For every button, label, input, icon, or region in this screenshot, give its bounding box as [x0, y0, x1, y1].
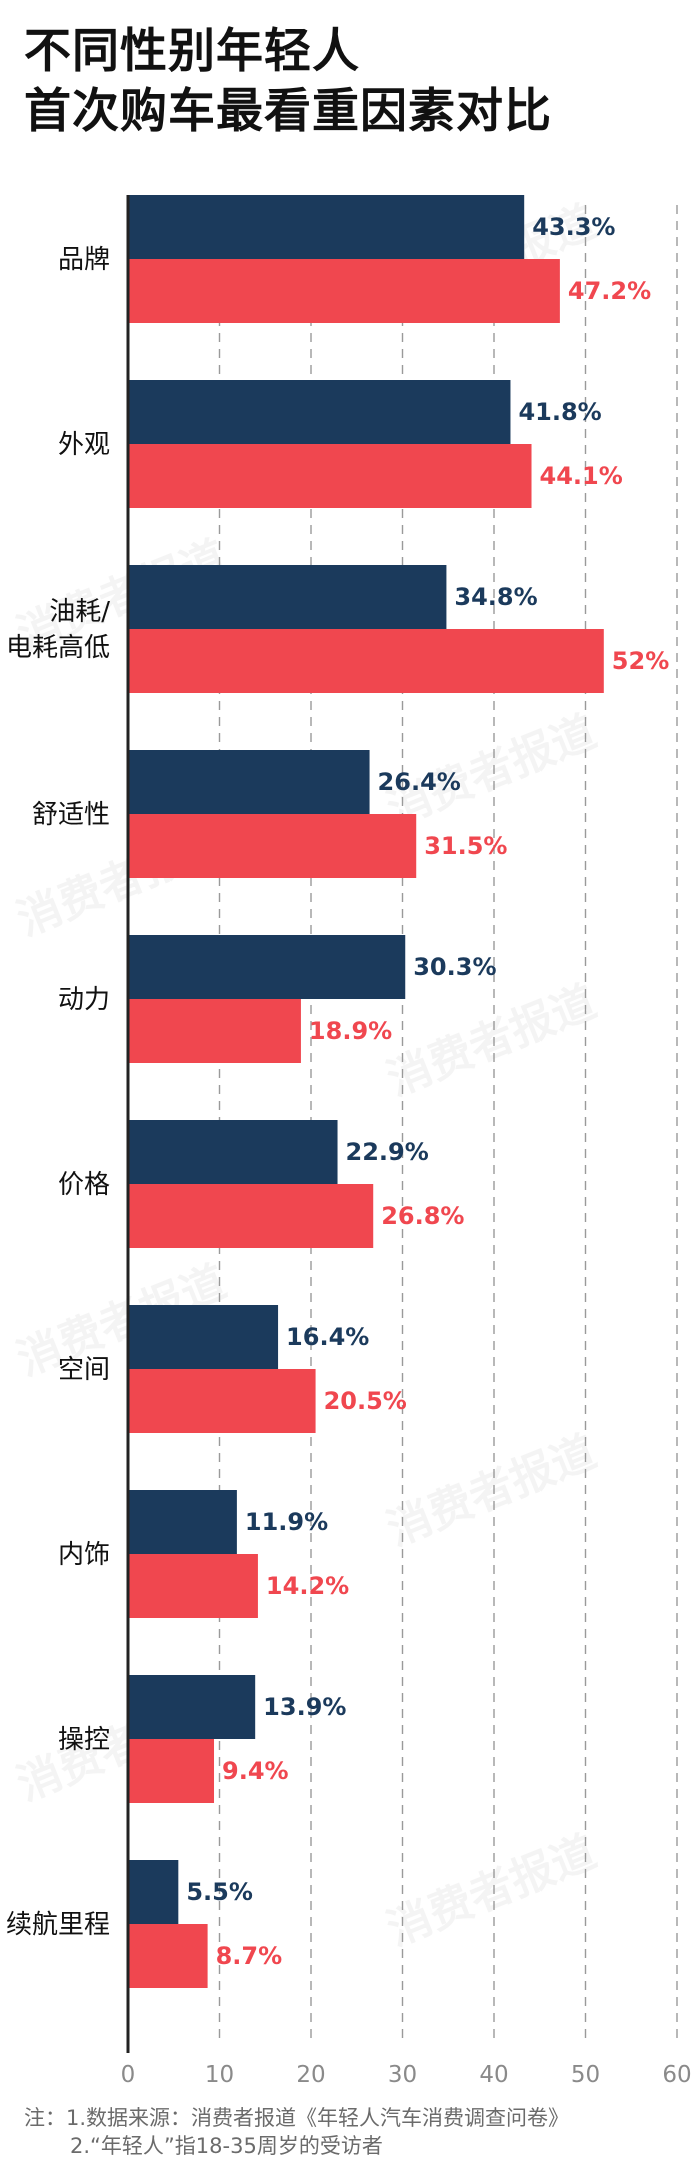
category-label: 价格 — [58, 1170, 110, 1200]
category-label: 电耗高低 — [6, 633, 110, 663]
bar — [128, 1369, 316, 1433]
chart-title-line-2: 首次购车最看重因素对比 — [24, 84, 552, 139]
x-tick-label: 20 — [296, 2062, 325, 2088]
data-label: 20.5% — [324, 1387, 407, 1415]
bar — [128, 380, 511, 444]
footnote-2: 2.“年轻人”指18-35周岁的受访者 — [70, 2134, 383, 2158]
category-label: 品牌 — [58, 245, 110, 275]
data-label: 22.9% — [346, 1138, 429, 1166]
bar — [128, 629, 604, 693]
data-label: 16.4% — [286, 1323, 369, 1351]
data-label: 9.4% — [222, 1757, 289, 1785]
category-label: 外观 — [58, 430, 110, 460]
x-tick-label: 40 — [479, 2062, 508, 2088]
category-label: 空间 — [58, 1355, 110, 1385]
data-label: 8.7% — [216, 1942, 283, 1970]
data-label: 31.5% — [424, 832, 507, 860]
data-label: 26.8% — [381, 1202, 464, 1230]
bar — [128, 1184, 374, 1248]
category-label: 续航里程 — [6, 1910, 110, 1940]
data-label: 11.9% — [245, 1508, 328, 1536]
x-tick-label: 0 — [121, 2062, 136, 2088]
category-label: 操控 — [58, 1725, 110, 1755]
bar — [128, 1860, 179, 1924]
bar-chart: 43.3% 47.2% 品牌 41.8% 44.1% 外观 34.8% 52% 油耗/电耗高低 2… — [6, 195, 692, 2088]
data-label: 30.3% — [413, 953, 496, 981]
bar — [128, 1554, 258, 1618]
bar — [128, 814, 417, 878]
data-label: 52% — [612, 647, 669, 675]
data-label: 18.9% — [309, 1017, 392, 1045]
x-tick-label: 50 — [571, 2062, 600, 2088]
data-label: 34.8% — [454, 583, 537, 611]
bar — [128, 999, 301, 1063]
category-label: 油耗/ — [49, 597, 110, 627]
data-label: 5.5% — [186, 1878, 253, 1906]
bar — [128, 444, 532, 508]
data-label: 41.8% — [518, 398, 601, 426]
chart-title: 不同性别年轻人 首次购车最看重因素对比 — [24, 22, 684, 142]
data-label: 47.2% — [568, 277, 651, 305]
data-label: 14.2% — [266, 1572, 349, 1600]
bar — [128, 259, 560, 323]
category-label: 动力 — [58, 985, 110, 1015]
footnote-1: 注：1.数据来源：消费者报道《年轻人汽车消费调查问卷》 — [24, 2106, 570, 2130]
chart-title-line-1: 不同性别年轻人 — [24, 24, 360, 79]
x-tick-label: 10 — [205, 2062, 234, 2088]
bar — [128, 1305, 279, 1369]
data-label: 44.1% — [540, 462, 623, 490]
x-tick-label: 30 — [388, 2062, 417, 2088]
x-tick-label: 60 — [662, 2062, 691, 2088]
bar — [128, 1924, 208, 1988]
bar — [128, 195, 525, 259]
category-label: 内饰 — [58, 1540, 110, 1570]
bar — [128, 1120, 338, 1184]
footnotes: 注：1.数据来源：消费者报道《年轻人汽车消费调查问卷》 2.“年轻人”指18-3… — [24, 2104, 684, 2160]
category-label: 舒适性 — [32, 800, 110, 830]
bar — [128, 1739, 215, 1803]
bar — [128, 1490, 237, 1554]
data-label: 13.9% — [263, 1693, 346, 1721]
bar — [128, 1675, 256, 1739]
bar — [128, 565, 447, 629]
data-label: 43.3% — [532, 213, 615, 241]
bar — [128, 935, 406, 999]
data-label: 26.4% — [378, 768, 461, 796]
bar — [128, 750, 370, 814]
